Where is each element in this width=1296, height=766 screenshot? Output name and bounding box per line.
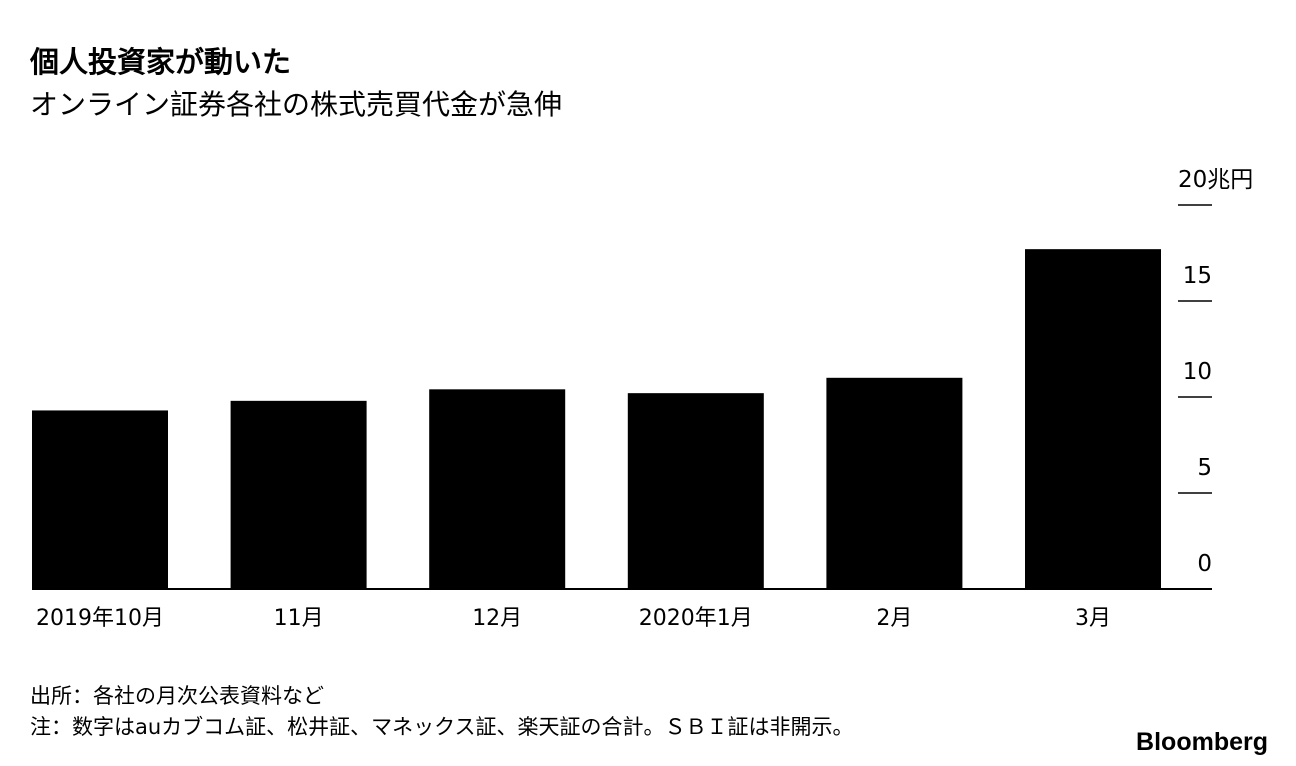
bar	[1025, 249, 1161, 589]
x-tick-label: 2019年10月	[36, 606, 164, 631]
source: 出所：各社の月次公表資料など	[30, 684, 324, 708]
y-tick-label: 0	[1197, 551, 1212, 577]
y-tick-label: 15	[1183, 263, 1212, 289]
chart-title: 個人投資家が動いた	[29, 45, 291, 79]
bar	[826, 377, 963, 589]
brand-logo: Bloomberg	[1136, 728, 1268, 756]
note: 注：数字はauカブコム証、松井証、マネックス証、楽天証の合計。ＳＢＩ証は非開示。	[30, 715, 854, 739]
chart-subtitle: オンライン証券各社の株式売買代金が急伸	[30, 88, 562, 121]
x-tick-label: 2020年1月	[639, 606, 753, 631]
y-tick-label: 10	[1183, 359, 1212, 385]
x-tick-label: 3月	[1075, 606, 1111, 631]
bar	[230, 400, 367, 589]
bar	[627, 393, 764, 589]
x-tick-label: 11月	[274, 606, 324, 631]
x-tick-label: 12月	[472, 606, 522, 631]
x-tick-label: 2月	[876, 606, 912, 631]
bar	[429, 389, 566, 589]
y-tick-label: 5	[1197, 455, 1212, 481]
bar	[32, 410, 168, 589]
y-tick-label: 20兆円	[1178, 167, 1253, 193]
